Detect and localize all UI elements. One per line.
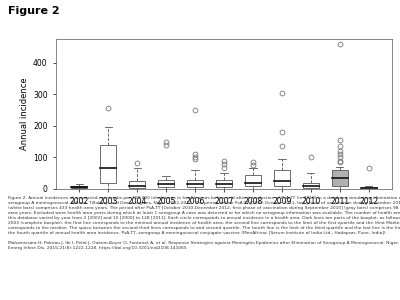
Text: Figure 2: Figure 2: [8, 6, 60, 16]
Bar: [245, 175, 261, 187]
Y-axis label: Annual incidence: Annual incidence: [20, 78, 29, 150]
Bar: [303, 183, 319, 188]
Bar: [100, 145, 116, 183]
Bar: [187, 179, 203, 188]
Bar: [216, 179, 232, 188]
Bar: [332, 170, 348, 186]
Bar: [129, 181, 145, 188]
Bar: [274, 170, 290, 187]
Bar: [71, 186, 87, 188]
Bar: [158, 179, 174, 188]
Bar: [361, 188, 377, 189]
Text: Figure 2. Annual incidences of suspected meningitis per 100,000 inhabitants in h: Figure 2. Annual incidences of suspected…: [8, 196, 400, 250]
